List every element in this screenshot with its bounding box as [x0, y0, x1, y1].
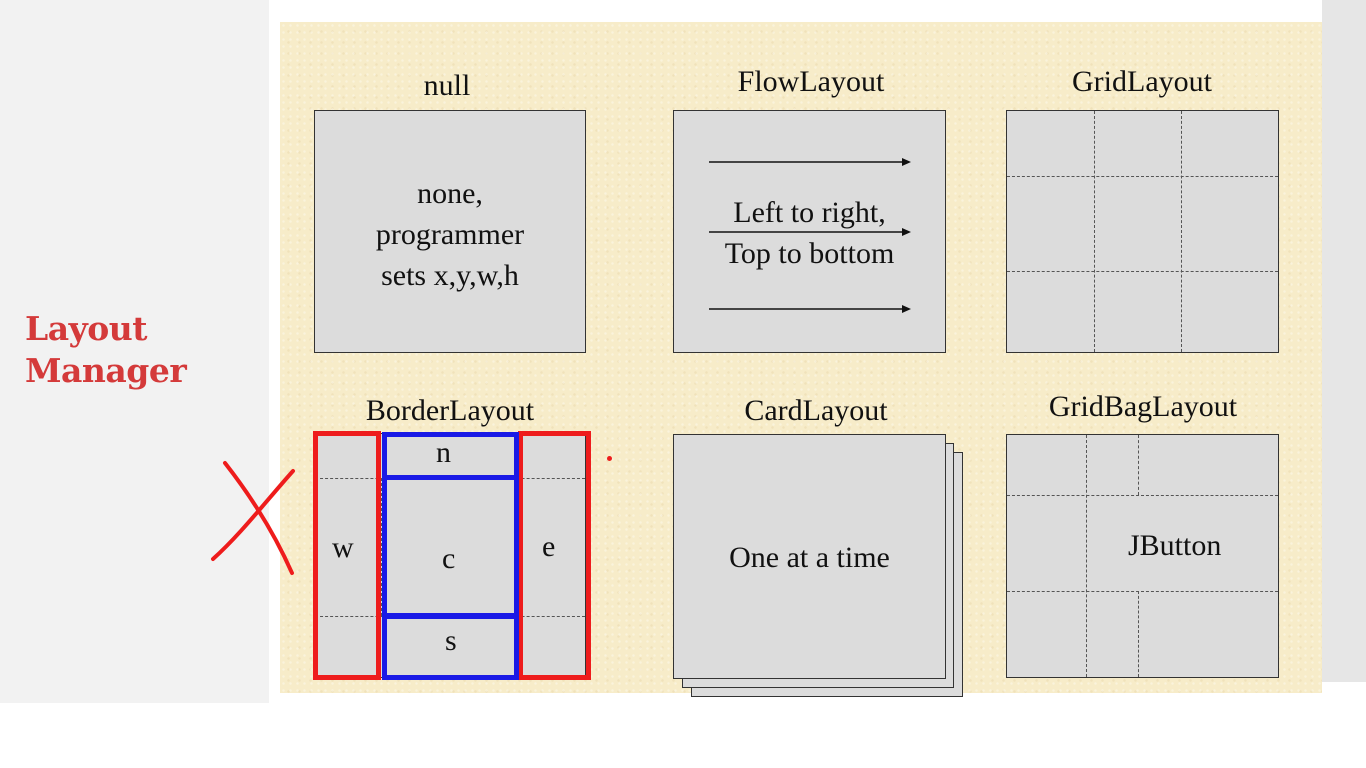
grid-divider-v2: [1181, 111, 1182, 352]
border-south-label: s: [445, 624, 457, 657]
null-layout-title: null: [423, 69, 471, 102]
flow-arrows: [709, 158, 911, 313]
card-layout-title: CardLayout: [744, 394, 888, 427]
red-outline-west: [313, 431, 381, 680]
right-scroll-strip: [1322, 0, 1366, 682]
gridbag-layout-box: JButton: [1006, 434, 1279, 678]
flow-layout-desc: Left to right, Top to bottom: [674, 192, 945, 274]
gridbag-divider-v2b: [1138, 591, 1139, 677]
gridbag-layout-title: GridBagLayout: [1048, 390, 1238, 423]
border-east-label: e: [542, 530, 556, 563]
flow-desc-line2: Top to bottom: [724, 237, 895, 270]
grid-layout-title: GridLayout: [1072, 65, 1212, 98]
flow-layout-title: FlowLayout: [737, 65, 885, 98]
gridbag-divider-v1: [1086, 435, 1087, 677]
slide-image: null none, programmer sets x,y,w,h FlowL…: [280, 22, 1322, 697]
grid-divider-h1: [1007, 176, 1278, 177]
grid-layout-box: [1006, 110, 1279, 353]
null-desc-line2: programmer: [375, 218, 525, 251]
flow-desc-line1: Left to right,: [733, 196, 886, 229]
red-outline-east: [518, 431, 591, 680]
card-layout-desc: One at a time: [729, 541, 890, 574]
sidebar-title-line2: Manager: [25, 351, 187, 390]
null-desc-line1: none,: [417, 177, 483, 210]
border-north-label: n: [436, 436, 451, 469]
gridbag-jbutton-label: JButton: [1128, 529, 1222, 562]
null-layout-box: none, programmer sets x,y,w,h: [314, 110, 586, 353]
gridbag-divider-v2a: [1138, 435, 1139, 495]
null-layout-desc: none, programmer sets x,y,w,h: [315, 173, 585, 296]
blue-outline-center: [382, 475, 519, 618]
flow-layout-box: Left to right, Top to bottom: [673, 110, 946, 353]
null-desc-line3: sets x,y,w,h: [381, 259, 519, 292]
sidebar-title: Layout Manager: [25, 308, 187, 392]
gridbag-divider-h2: [1007, 591, 1278, 592]
grid-divider-h2: [1007, 271, 1278, 272]
gridbag-divider-h1: [1007, 495, 1278, 496]
sidebar: Layout Manager: [0, 0, 269, 703]
grid-divider-v1: [1094, 111, 1095, 352]
blue-outline-north: [382, 432, 519, 480]
red-dot-mark: [607, 456, 612, 461]
blue-outline-south: [382, 614, 519, 680]
card-layout-box: One at a time: [673, 434, 946, 679]
border-center-label: c: [442, 542, 456, 575]
border-west-label: w: [332, 531, 354, 564]
border-layout-title: BorderLayout: [365, 394, 535, 427]
border-divider-v1: [381, 478, 382, 616]
sidebar-title-line1: Layout: [25, 309, 148, 348]
red-x-mark: [211, 461, 295, 575]
